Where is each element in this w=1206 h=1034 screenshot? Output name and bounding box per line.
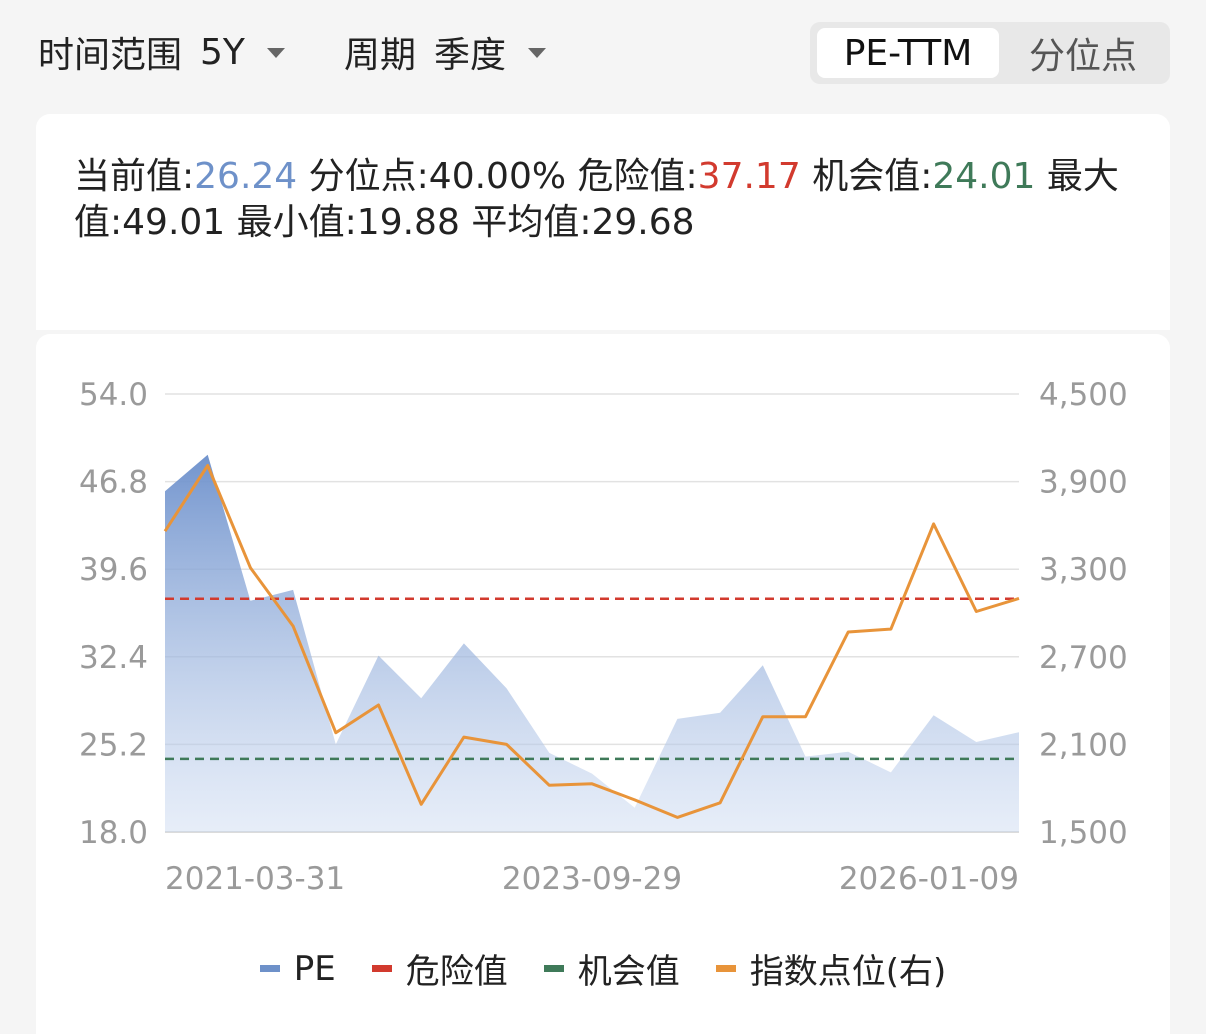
max-label: 最大值:: [74, 156, 1119, 243]
percentile-label: 分位点:: [308, 156, 429, 197]
legend-label: 机会值: [577, 952, 680, 992]
legend-label: 危险值: [405, 952, 508, 992]
stats-card: 当前值:26.24 分位点:40.00% 危险值:37.17 机会值:24.01…: [36, 114, 1170, 330]
y-left-tick-label: 32.4: [79, 640, 148, 676]
period-filter[interactable]: 周期 季度: [344, 26, 547, 78]
legend-swatch-danger: [371, 965, 392, 972]
danger-value: 37.17: [697, 156, 801, 197]
max-value: 49.01: [122, 202, 226, 243]
y-right-tick-label: 3,900: [1039, 465, 1128, 501]
y-left-tick-label: 25.2: [79, 727, 148, 763]
x-tick-label: 2026-01-09: [839, 861, 1019, 897]
y-right-tick-label: 4,500: [1039, 377, 1128, 413]
time-range-label: 时间范围: [38, 35, 183, 76]
toolbar: 时间范围 5Y 周期 季度 PE-TTM 分位点: [0, 0, 1206, 104]
pe-area: [165, 454, 1019, 832]
chance-value: 24.01: [932, 156, 1036, 197]
legend-label: 指数点位(右): [749, 952, 947, 992]
period-label: 周期: [344, 35, 417, 76]
legend-swatch-pe: [259, 965, 280, 972]
min-value: 19.88: [356, 202, 460, 243]
legend-swatch-chance: [543, 965, 564, 972]
chart-legend: PE 危险值 机会值 指数点位(右): [36, 944, 1170, 993]
y-right-tick-label: 2,700: [1039, 640, 1128, 676]
metric-segmented-control: PE-TTM 分位点: [810, 22, 1170, 84]
y-left-tick-label: 39.6: [79, 552, 148, 588]
legend-label: PE: [293, 948, 336, 989]
avg-label: 平均值:: [471, 202, 592, 243]
chance-label: 机会值:: [812, 156, 933, 197]
avg-value: 29.68: [591, 202, 695, 243]
period-value: 季度: [434, 35, 507, 76]
legend-swatch-index: [715, 965, 736, 972]
current-label: 当前值:: [74, 156, 195, 197]
tab-pe-ttm[interactable]: PE-TTM: [817, 28, 999, 78]
current-value: 26.24: [194, 156, 298, 197]
y-left-tick-label: 54.0: [79, 377, 148, 413]
min-label: 最小值:: [236, 202, 357, 243]
legend-item-chance[interactable]: 机会值: [543, 944, 680, 993]
x-tick-label: 2021-03-31: [165, 861, 345, 897]
y-right-tick-label: 3,300: [1039, 552, 1128, 588]
y-left-tick-label: 18.0: [79, 815, 148, 851]
time-range-filter[interactable]: 时间范围 5Y: [38, 26, 285, 78]
stats-summary: 当前值:26.24 分位点:40.00% 危险值:37.17 机会值:24.01…: [74, 154, 1144, 246]
chevron-down-icon: [528, 48, 547, 58]
pe-chart: 54.0 4,500 46.8 3,900 39.6 3,300 32.4 2,700 25.2…: [79, 377, 1128, 897]
time-range-value: 5Y: [200, 31, 245, 73]
legend-item-pe[interactable]: PE: [259, 944, 336, 993]
x-tick-label: 2023-09-29: [502, 861, 682, 897]
chart-card: 54.0 4,500 46.8 3,900 39.6 3,300 32.4 2,700 25.2…: [36, 334, 1170, 1034]
chevron-down-icon: [266, 48, 285, 58]
tab-percentile[interactable]: 分位点: [1028, 36, 1137, 77]
y-right-tick-label: 2,100: [1039, 727, 1128, 763]
index-line: [163, 464, 1020, 819]
legend-item-danger[interactable]: 危险值: [371, 944, 508, 993]
y-right-tick-label: 1,500: [1039, 815, 1128, 851]
danger-label: 危险值:: [577, 156, 698, 197]
percentile-value: 40.00%: [428, 156, 567, 197]
legend-item-index[interactable]: 指数点位(右): [715, 944, 947, 993]
y-left-tick-label: 46.8: [79, 465, 148, 501]
